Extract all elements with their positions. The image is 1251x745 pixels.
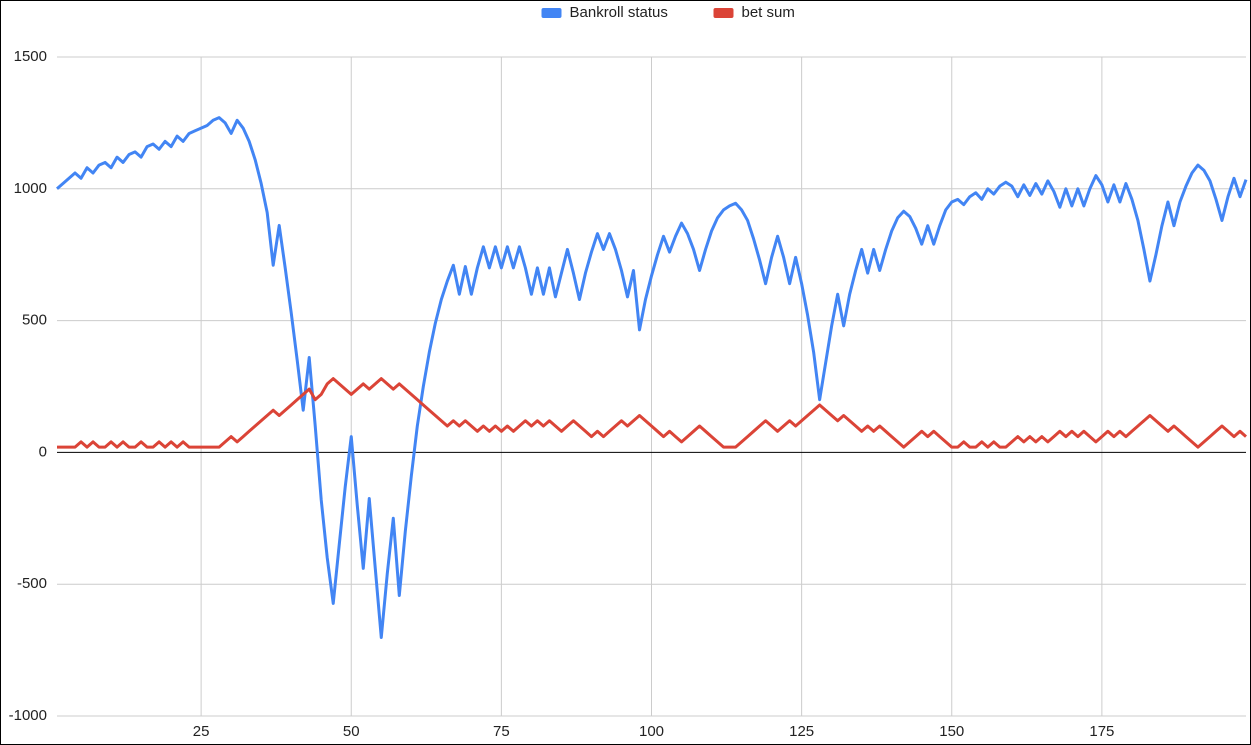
y-tick-label: 500 [22,312,47,329]
x-tick-label: 175 [1089,723,1114,740]
y-tick-label: 1000 [14,180,47,197]
x-tick-label: 125 [789,723,814,740]
x-tick-label: 75 [493,723,510,740]
x-tick-label: 50 [343,723,360,740]
series-line [57,377,1247,449]
series-line [56,116,1248,639]
y-tick-label: -500 [17,575,47,592]
legend-swatch [541,8,562,18]
x-tick-label: 25 [193,723,210,740]
y-tick-label: -1000 [9,707,47,724]
y-tick-label: 1500 [14,48,47,65]
legend-label: Bankroll status [570,4,668,21]
x-tick-label: 150 [939,723,964,740]
legend-label: bet sum [742,4,795,21]
legend-swatch [713,8,734,18]
x-tick-label: 100 [639,723,664,740]
y-tick-label: 0 [39,443,47,460]
